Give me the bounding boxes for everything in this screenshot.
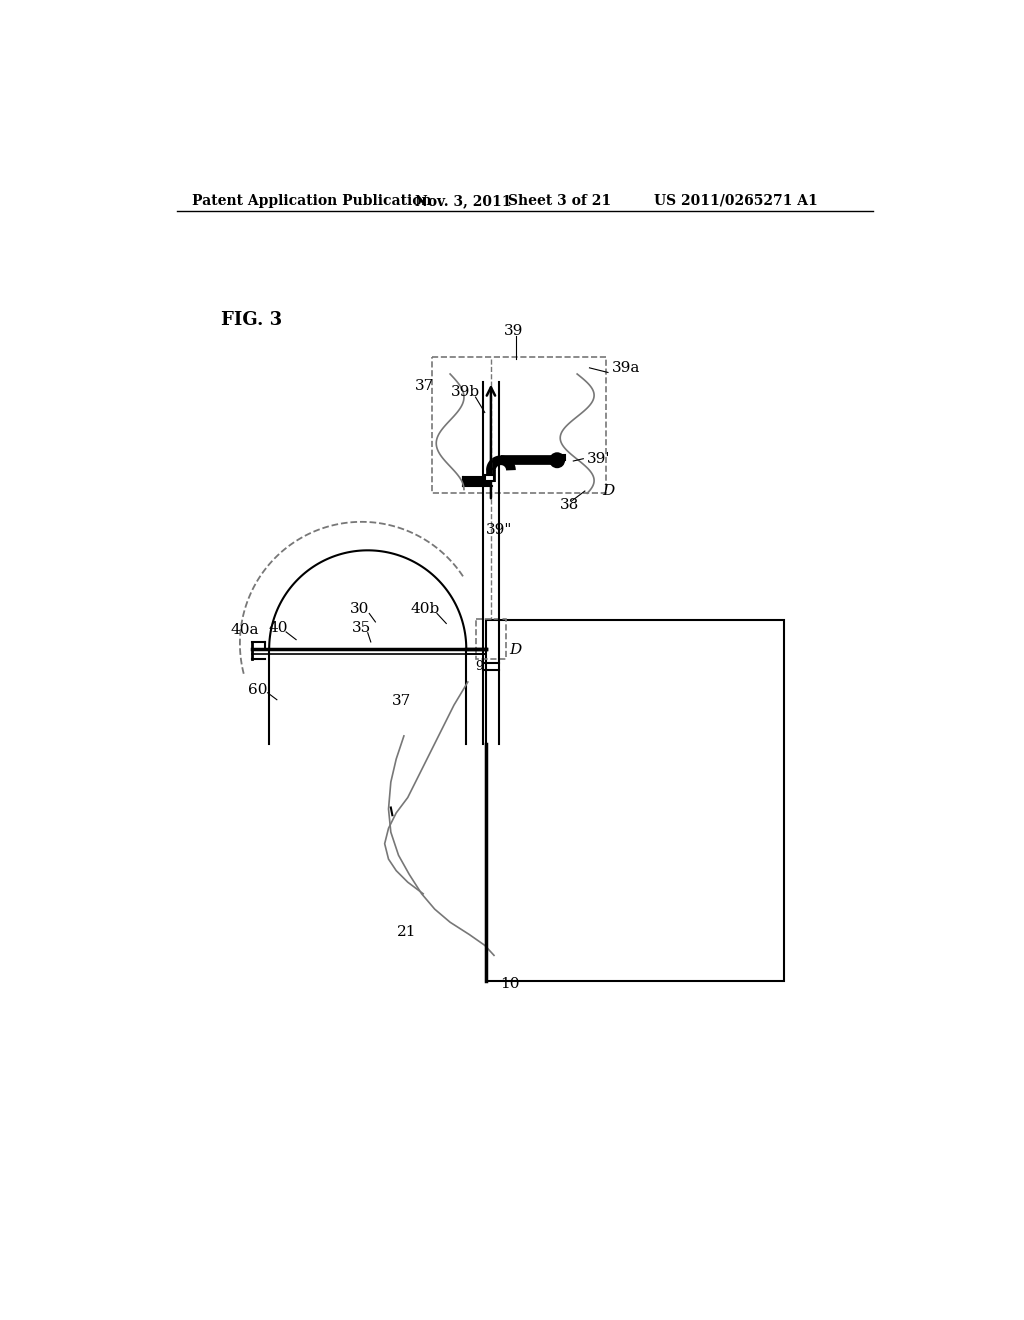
Circle shape <box>550 453 564 467</box>
Text: 40b: 40b <box>410 602 439 616</box>
Text: Patent Application Publication: Patent Application Publication <box>193 194 432 207</box>
Text: 35: 35 <box>352 622 371 635</box>
Text: 39': 39' <box>587 451 610 466</box>
Text: 39: 39 <box>504 323 523 338</box>
Text: 9: 9 <box>475 660 483 673</box>
Polygon shape <box>484 475 494 480</box>
Text: US 2011/0265271 A1: US 2011/0265271 A1 <box>654 194 818 207</box>
Text: 39a: 39a <box>611 360 640 375</box>
Text: 37: 37 <box>415 379 434 393</box>
Text: 40a: 40a <box>230 623 259 638</box>
Text: 30: 30 <box>350 602 370 616</box>
Text: D: D <box>509 643 521 656</box>
Text: 21: 21 <box>396 925 416 940</box>
Text: Sheet 3 of 21: Sheet 3 of 21 <box>508 194 611 207</box>
Polygon shape <box>555 455 565 461</box>
Text: 39": 39" <box>486 523 513 537</box>
Text: 39b: 39b <box>451 384 480 399</box>
Text: Nov. 3, 2011: Nov. 3, 2011 <box>416 194 512 207</box>
Text: 38: 38 <box>560 498 580 512</box>
Text: 40: 40 <box>268 622 288 635</box>
Text: 37: 37 <box>392 694 412 709</box>
Text: 60: 60 <box>248 682 267 697</box>
Text: D: D <box>602 484 614 498</box>
Text: FIG. 3: FIG. 3 <box>221 312 283 329</box>
Text: 10: 10 <box>500 977 519 991</box>
